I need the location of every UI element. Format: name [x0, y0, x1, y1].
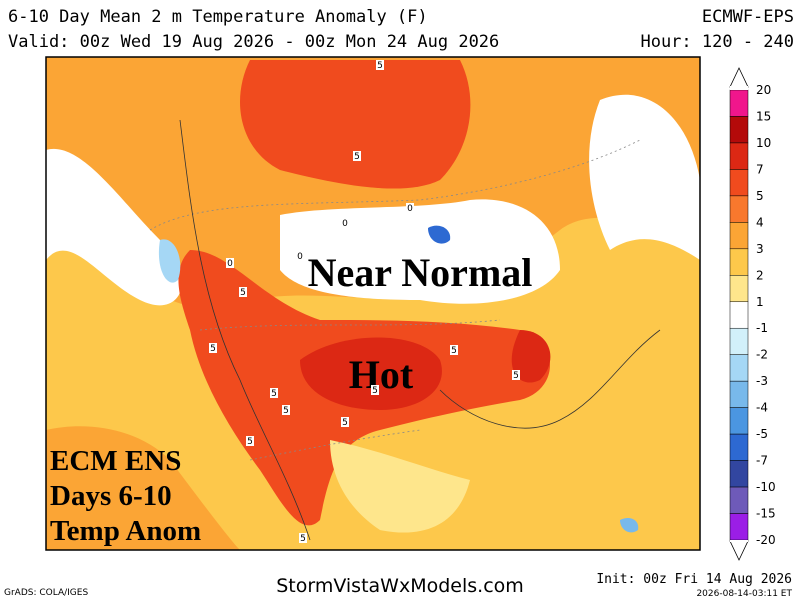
colorbar-label: -7 [756, 454, 768, 468]
colorbar-segment [729, 407, 749, 435]
overlay-line: ECM ENS [50, 445, 181, 477]
contour-label-box [341, 417, 349, 427]
colorbar-segment [729, 222, 749, 250]
valid: Valid: 00z Wed 19 Aug 2026 - 00z Mon 24 … [8, 32, 499, 52]
colorbar-segment [729, 116, 749, 144]
init: Init: 00z Fri 14 Aug 2026 [596, 572, 792, 587]
colorbar-label: 4 [756, 215, 764, 229]
contour-label-box [512, 370, 520, 380]
colorbar-label: -5 [756, 427, 768, 441]
contour-label-box [299, 533, 307, 543]
colorbar-segment [729, 301, 749, 329]
colorbar-segment [729, 248, 749, 276]
contour-label-box [406, 203, 414, 213]
contour-label: 0 [407, 204, 413, 214]
contour-label: 5 [342, 418, 348, 428]
contour-label-box [371, 385, 379, 395]
colorbar-segment [729, 460, 749, 488]
contour-label-box [246, 436, 254, 446]
contour-label-box [239, 287, 247, 297]
colorbar-label: 5 [756, 189, 764, 203]
colorbar-label: 2 [756, 268, 764, 282]
contour-label: 0 [227, 259, 233, 269]
colorbar-label: -15 [756, 507, 776, 521]
contour-label-box [282, 405, 290, 415]
colorbar-label: -2 [756, 348, 768, 362]
contour-label: 5 [377, 61, 383, 71]
contour-label: 5 [283, 406, 289, 416]
colorbar-segment [729, 380, 749, 408]
contour-label-box [226, 258, 234, 268]
colorbar-label: 20 [756, 83, 771, 97]
contour-label-box [450, 345, 458, 355]
colorbar-segment [729, 195, 749, 223]
colorbar-cap [730, 86, 748, 90]
site: StormVistaWxModels.com [276, 575, 524, 597]
colorbar-label: -10 [756, 480, 776, 494]
colorbar-segment [729, 354, 749, 382]
colorbar-segment [729, 486, 749, 514]
contour-label-box [209, 343, 217, 353]
contour-label: 5 [271, 389, 277, 399]
colorbar-label: 7 [756, 162, 764, 176]
annotation: Hot [349, 352, 414, 397]
colorbar-segment [729, 169, 749, 197]
colorbar-label: -20 [756, 533, 776, 547]
contour-label: 0 [342, 219, 348, 229]
contour-label: 5 [210, 344, 216, 354]
hour: Hour: 120 - 240 [640, 32, 794, 52]
contour-label: 5 [300, 534, 306, 544]
colorbar-segment [729, 327, 749, 355]
title: 6-10 Day Mean 2 m Temperature Anomaly (F… [8, 7, 428, 27]
colorbar-label: -1 [756, 321, 768, 335]
credit: GrADS: COLA/IGES [4, 588, 88, 598]
contour-label: 5 [240, 288, 246, 298]
colorbar-cap [730, 540, 748, 542]
contour-label: 5 [513, 371, 519, 381]
contour-label-box [270, 388, 278, 398]
colorbar-segment [729, 513, 749, 541]
contour-label: 5 [354, 152, 360, 162]
contour-label: 5 [372, 386, 378, 396]
overlay-line: Days 6-10 [50, 480, 172, 512]
map: Near Normal Hot ECM ENS Days 6-10 Temp A… [45, 56, 701, 551]
colorbar-segment [729, 275, 749, 303]
colorbar-segment [729, 142, 749, 170]
contour-label-box [341, 218, 349, 228]
colorbar-label: 15 [756, 109, 771, 123]
contour-label: 5 [451, 346, 457, 356]
colorbar-segment [729, 433, 749, 461]
contour-label-box [353, 151, 361, 161]
contour-label-box [296, 251, 304, 261]
colorbar-segment [729, 89, 749, 117]
colorbar-label: 10 [756, 136, 771, 150]
colorbar: 20 15 10 7 5 4 3 2 1 -1 -2 -3 -4 -5 -7 -10 -15 -20 [729, 67, 776, 561]
stamp: 2026-08-14-03:11 ET [696, 589, 792, 599]
contour-label: 5 [247, 437, 253, 447]
contour-label-box [376, 60, 384, 70]
overlay-line: Temp Anom [50, 515, 201, 547]
colorbar-label: -3 [756, 374, 768, 388]
colorbar-label: -4 [756, 401, 768, 415]
colorbar-label: 1 [756, 295, 764, 309]
colorbar-label: 3 [756, 242, 764, 256]
contour-label: 0 [297, 252, 303, 262]
annotation: Near Normal [308, 250, 533, 295]
model: ECMWF-EPS [702, 7, 794, 27]
